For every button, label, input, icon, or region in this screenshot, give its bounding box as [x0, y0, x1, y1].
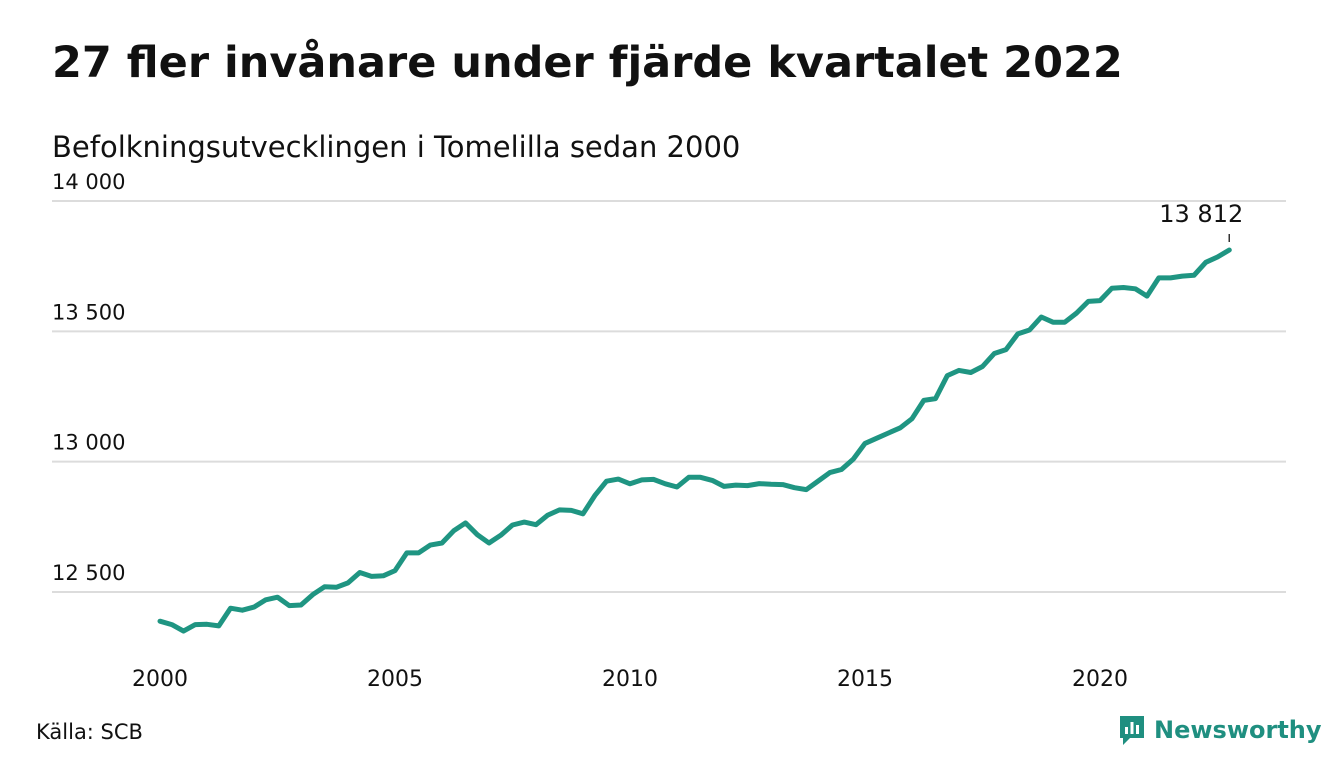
brand-name: Newsworthy — [1154, 716, 1322, 744]
newsworthy-logo-icon — [1120, 716, 1144, 745]
series-line — [157, 247, 1232, 634]
chart-subtitle: Befolkningsutvecklingen i Tomelilla seda… — [52, 130, 741, 164]
x-axis-tick-labels: 2000 2005 2010 2015 2020 — [132, 667, 1128, 692]
y-tick-label: 14 000 — [52, 170, 125, 194]
chart-title: 27 fler invånare under fjärde kvartalet … — [52, 38, 1123, 88]
line-chart: 12 500 13 000 13 500 14 000 2000 2005 2010 201… — [52, 170, 1286, 692]
annotation-label: 13 812 — [1159, 200, 1243, 228]
y-tick-label: 13 500 — [52, 300, 125, 324]
grid-lines — [52, 200, 1286, 593]
annotation-layer: 13 812 — [1159, 200, 1243, 243]
x-tick-label: 2000 — [132, 667, 188, 692]
y-axis-tick-labels: 12 500 13 000 13 500 14 000 — [52, 170, 125, 585]
source-note: Källa: SCB — [36, 720, 143, 744]
brand-logo: Newsworthy — [1118, 714, 1322, 746]
y-tick-label: 12 500 — [52, 561, 125, 585]
y-tick-label: 13 000 — [52, 431, 125, 455]
x-tick-label: 2005 — [367, 667, 423, 692]
x-tick-label: 2015 — [837, 667, 893, 692]
x-tick-label: 2020 — [1072, 667, 1128, 692]
series-line-layer — [157, 247, 1232, 634]
x-tick-label: 2010 — [602, 667, 658, 692]
